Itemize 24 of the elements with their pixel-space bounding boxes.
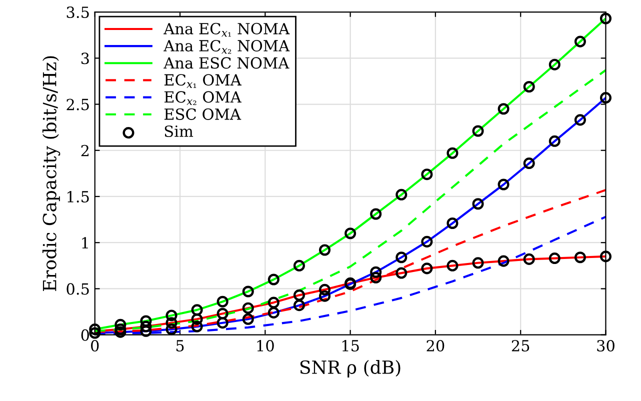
legend-label: EC$_{x₁}$ OMA [164, 74, 242, 88]
x-tick-label: 0 [91, 340, 99, 352]
y-tick-label: 2 [81, 144, 89, 156]
y-tick-label: 1.5 [68, 190, 89, 203]
y-axis-title: Erodic Capacity (bit/s/Hz) [42, 56, 60, 292]
legend-label: ESC OMA [164, 108, 242, 120]
x-axis-title: SNR ρ (dB) [300, 360, 400, 378]
x-tick-label: 15 [342, 340, 359, 352]
legend-label: Sim [164, 125, 194, 138]
legend-label: Ana EC$_{x₂}$ NOMA [164, 40, 290, 54]
y-tick-label: 3.5 [66, 6, 89, 18]
x-tick-label: 25 [512, 340, 530, 352]
y-tick-label: 0.5 [66, 283, 89, 295]
y-tick-label: 0 [81, 329, 89, 341]
x-tick-label: 20 [426, 340, 444, 352]
y-tick-label: 2.5 [66, 98, 89, 110]
legend-label: Ana ESC NOMA [164, 57, 290, 69]
x-tick-label: 5 [176, 340, 184, 352]
legend-label: EC$_{x₂}$ OMA [164, 91, 242, 105]
y-tick-label: 3 [81, 52, 89, 64]
x-tick-label: 10 [257, 340, 274, 352]
y-tick-label: 1 [82, 237, 88, 248]
legend-label: Ana EC$_{x₁}$ NOMA [164, 22, 290, 37]
x-tick-label: 30 [597, 340, 614, 352]
